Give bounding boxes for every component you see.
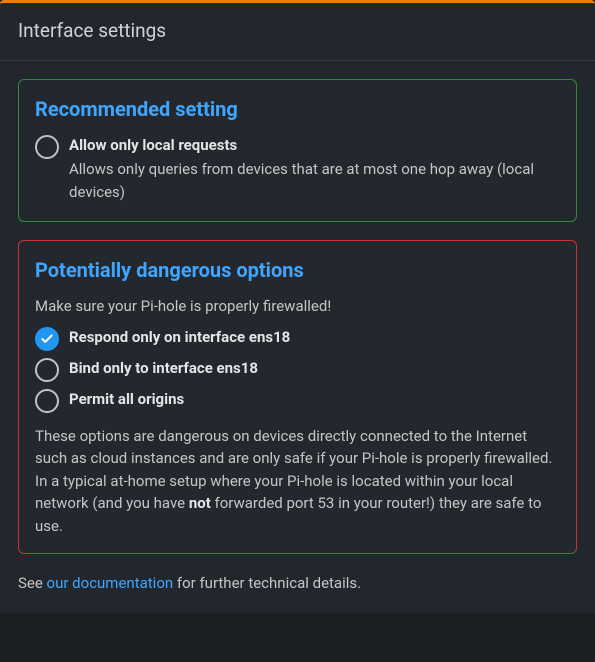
option-bind-interface-label[interactable]: Bind only to interface ens18 — [69, 357, 258, 380]
option-respond-interface: Respond only on interface ens18 — [35, 326, 560, 351]
radio-local-requests[interactable] — [35, 135, 59, 159]
option-text: Bind only to interface ens18 — [69, 357, 560, 380]
panel-body: Recommended setting Allow only local req… — [0, 61, 595, 613]
dangerous-footer-strong: not — [189, 494, 211, 512]
option-text: Permit all origins — [69, 388, 560, 411]
dangerous-footer: These options are dangerous on devices d… — [35, 425, 560, 538]
option-text: Allow only local requests Allows only qu… — [69, 134, 560, 204]
footer-note: See our documentation for further techni… — [18, 572, 577, 595]
option-local-requests: Allow only local requests Allows only qu… — [35, 134, 560, 204]
dangerous-lead: Make sure your Pi-hole is properly firew… — [35, 295, 560, 318]
check-icon — [40, 332, 54, 346]
option-respond-interface-label[interactable]: Respond only on interface ens18 — [69, 326, 290, 349]
documentation-link[interactable]: our documentation — [47, 574, 174, 592]
dangerous-section: Potentially dangerous options Make sure … — [18, 240, 577, 554]
radio-respond-interface[interactable] — [35, 327, 59, 351]
recommended-section: Recommended setting Allow only local req… — [18, 79, 577, 223]
radio-permit-all[interactable] — [35, 389, 59, 413]
panel-title: Interface settings — [0, 3, 595, 61]
option-local-requests-desc: Allows only queries from devices that ar… — [69, 158, 560, 203]
footer-pre: See — [18, 574, 47, 592]
recommended-title: Recommended setting — [35, 94, 560, 124]
interface-settings-panel: Interface settings Recommended setting A… — [0, 0, 595, 613]
dangerous-title: Potentially dangerous options — [35, 255, 560, 285]
option-text: Respond only on interface ens18 — [69, 326, 560, 349]
option-permit-all: Permit all origins — [35, 388, 560, 413]
radio-bind-interface[interactable] — [35, 358, 59, 382]
option-permit-all-label[interactable]: Permit all origins — [69, 388, 184, 411]
footer-post: for further technical details. — [173, 574, 361, 592]
option-local-requests-label[interactable]: Allow only local requests — [69, 134, 237, 157]
option-bind-interface: Bind only to interface ens18 — [35, 357, 560, 382]
